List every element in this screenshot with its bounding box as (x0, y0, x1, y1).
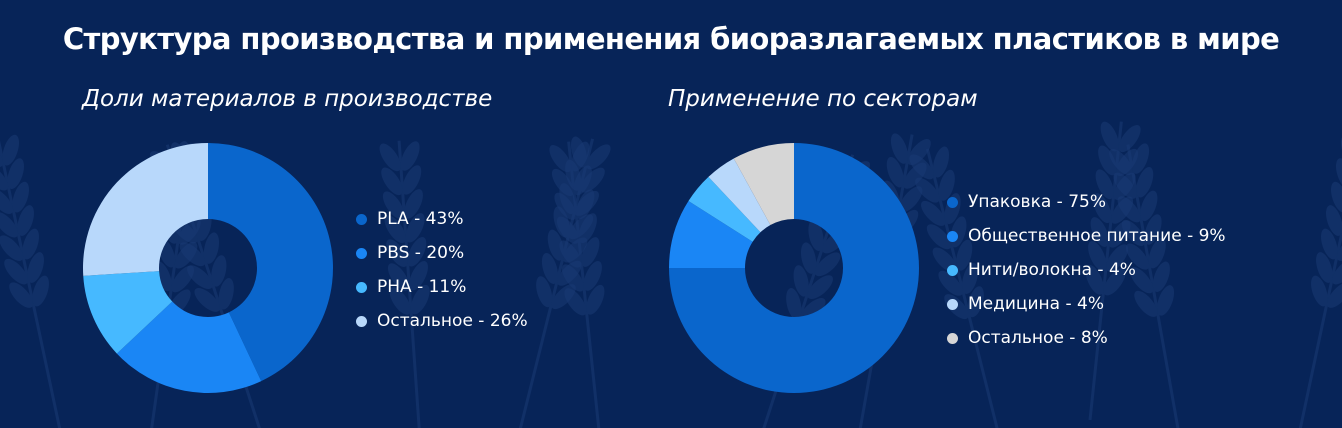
materials-legend-item: PLA - 43% (356, 202, 528, 236)
materials-chart-title: Доли материалов в производстве (82, 86, 493, 112)
materials-legend-label: PHA - 11% (377, 277, 467, 297)
materials-slice-3 (83, 143, 208, 276)
materials-legend-dot (356, 213, 367, 225)
sectors-donut-chart (669, 143, 919, 393)
sectors-legend-dot (947, 196, 958, 208)
sectors-legend: Упаковка - 75% Общественное питание - 9% Н… (947, 185, 1226, 355)
sectors-slice-0 (669, 143, 919, 393)
page-title: Структура производства и применения биор… (62, 22, 1280, 56)
materials-legend-dot (356, 281, 367, 293)
materials-legend-label: Остальное - 26% (377, 311, 528, 331)
sectors-legend-item: Упаковка - 75% (947, 185, 1226, 219)
materials-legend-dot (356, 315, 367, 327)
sectors-legend-label: Остальное - 8% (968, 328, 1108, 348)
materials-legend-item: Остальное - 26% (356, 304, 528, 338)
sectors-legend-label: Медицина - 4% (968, 294, 1104, 314)
sectors-legend-item: Медицина - 4% (947, 287, 1226, 321)
materials-legend-item: PHA - 11% (356, 270, 528, 304)
sectors-slice-4 (733, 143, 794, 226)
sectors-legend-item: Общественное питание - 9% (947, 219, 1226, 253)
sectors-legend-item: Нити/волокна - 4% (947, 253, 1226, 287)
materials-slice-0 (208, 143, 333, 382)
materials-legend: PLA - 43% PBS - 20% PHA - 11% Остальное - 2… (356, 202, 528, 338)
sectors-slice-3 (708, 158, 771, 233)
sectors-legend-label: Общественное питание - 9% (968, 226, 1226, 246)
sectors-legend-label: Упаковка - 75% (968, 192, 1106, 212)
materials-legend-dot (356, 247, 367, 259)
materials-legend-label: PBS - 20% (377, 243, 465, 263)
sectors-legend-dot (947, 332, 958, 344)
materials-slice-1 (116, 301, 262, 393)
sectors-legend-dot (947, 298, 958, 310)
sectors-legend-item: Остальное - 8% (947, 321, 1226, 355)
materials-legend-item: PBS - 20% (356, 236, 528, 270)
sectors-legend-label: Нити/волокна - 4% (968, 260, 1136, 280)
materials-donut-chart (83, 143, 333, 393)
materials-legend-label: PLA - 43% (377, 209, 464, 229)
sectors-slice-1 (669, 201, 753, 268)
sectors-legend-dot (947, 230, 958, 242)
materials-slice-2 (83, 271, 173, 354)
sectors-slice-2 (688, 176, 761, 242)
sectors-chart-title: Применение по секторам (668, 86, 978, 112)
sectors-legend-dot (947, 264, 958, 276)
